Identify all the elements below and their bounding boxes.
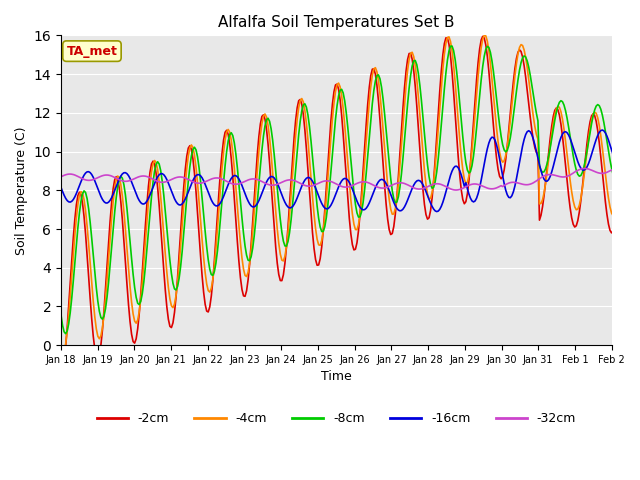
-32cm (77, 175, 85, 181)
Line: -4cm: -4cm (61, 35, 640, 354)
-8cm (361, 187, 369, 192)
-8cm (479, 63, 486, 69)
X-axis label: Time: Time (321, 371, 352, 384)
-2cm (564, 192, 572, 198)
-8cm (97, 314, 105, 320)
-16cm (477, 177, 485, 183)
-32cm (57, 174, 65, 180)
-16cm (57, 185, 65, 191)
-4cm (477, 45, 485, 50)
-4cm (566, 178, 574, 183)
-8cm (448, 43, 456, 49)
-16cm (433, 209, 440, 215)
-16cm (77, 179, 85, 185)
Line: -32cm: -32cm (61, 167, 640, 190)
Line: -2cm: -2cm (61, 36, 640, 374)
Text: TA_met: TA_met (67, 45, 117, 58)
Y-axis label: Soil Temperature (C): Soil Temperature (C) (15, 126, 28, 254)
Legend: -2cm, -4cm, -8cm, -16cm, -32cm: -2cm, -4cm, -8cm, -16cm, -32cm (92, 407, 581, 430)
-32cm (359, 179, 367, 185)
-8cm (57, 312, 65, 318)
-32cm (617, 164, 625, 169)
-32cm (95, 174, 103, 180)
-16cm (95, 190, 103, 196)
Title: Alfalfa Soil Temperatures Set B: Alfalfa Soil Temperatures Set B (218, 15, 454, 30)
-2cm (77, 192, 85, 198)
-8cm (62, 331, 70, 336)
-32cm (564, 173, 572, 179)
-2cm (95, 352, 103, 358)
-2cm (359, 168, 367, 174)
Line: -16cm: -16cm (61, 127, 640, 212)
-2cm (476, 46, 483, 52)
-8cm (79, 191, 86, 197)
-2cm (479, 34, 486, 39)
-4cm (361, 159, 369, 165)
-8cm (566, 134, 574, 140)
-4cm (97, 333, 105, 339)
-2cm (57, 372, 65, 377)
Line: -8cm: -8cm (61, 46, 640, 334)
-4cm (57, 348, 65, 354)
-16cm (564, 132, 572, 138)
-16cm (359, 207, 367, 213)
-4cm (79, 190, 86, 196)
-32cm (477, 183, 485, 189)
-4cm (59, 351, 67, 357)
-16cm (636, 124, 640, 130)
-32cm (453, 187, 461, 193)
-4cm (481, 32, 488, 38)
